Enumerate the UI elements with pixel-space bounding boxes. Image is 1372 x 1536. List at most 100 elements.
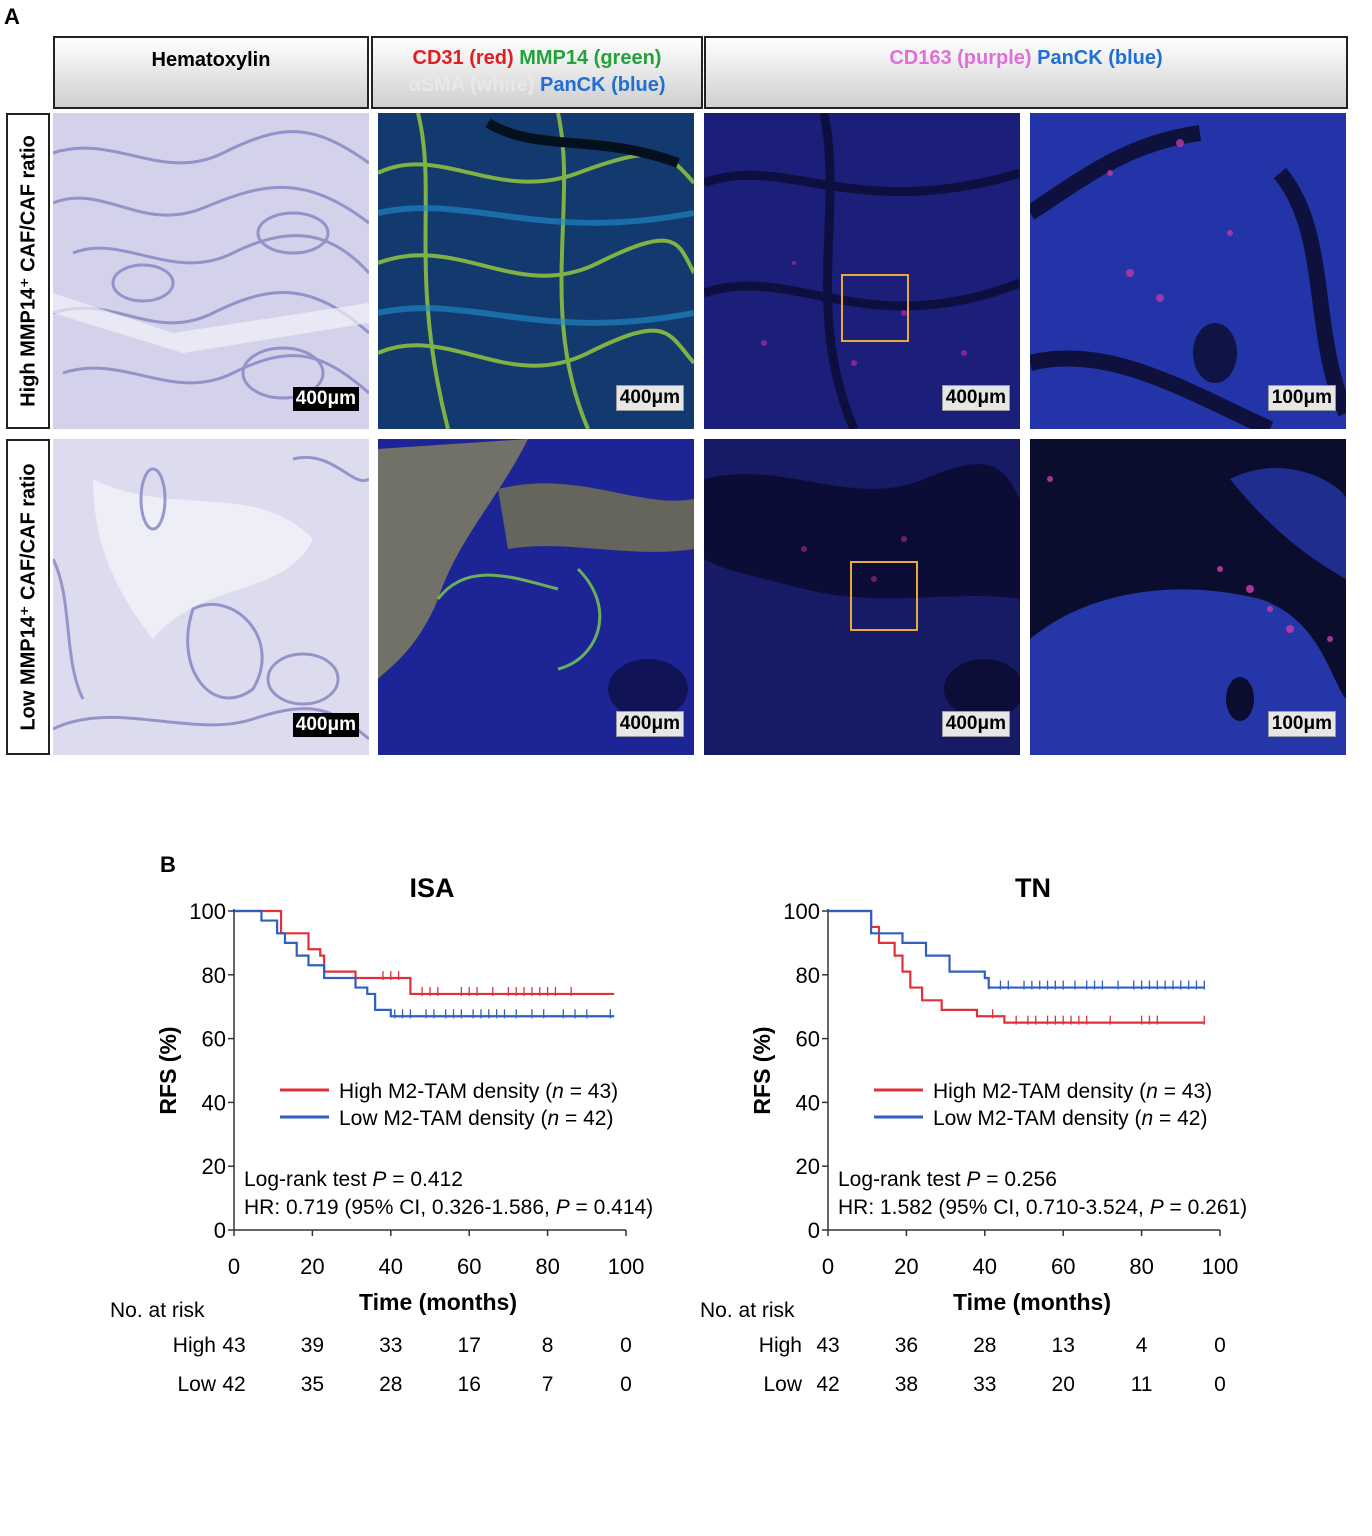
legend-label: High M2-TAM density (n = 43) xyxy=(339,1080,618,1103)
km-curve-high xyxy=(234,909,615,996)
hdr-mif2-line-0: CD163 (purple) PanCK (blue) xyxy=(706,45,1346,72)
risk-table-label: No. at risk xyxy=(110,1299,205,1322)
y-tick-label: 100 xyxy=(189,899,226,924)
x-tick-label: 60 xyxy=(1051,1254,1075,1279)
risk-count: 0 xyxy=(620,1373,632,1396)
scale-bar-zoom-high: 100μm xyxy=(1267,385,1336,411)
y-tick-label: 60 xyxy=(202,1027,226,1052)
he-tissue-high xyxy=(53,130,369,400)
x-tick-label: 20 xyxy=(894,1254,918,1279)
mif2-tissue-low xyxy=(704,464,1020,719)
row-label-low: Low MMP14⁺ CAF/CAF ratio xyxy=(6,439,50,755)
x-tick-label: 60 xyxy=(457,1254,481,1279)
hdr-mif1-line-1: αSMA (white) PanCK (blue) xyxy=(373,72,701,99)
mif1-image-low: 400μm xyxy=(378,439,694,755)
x-axis-label: Time (months) xyxy=(359,1289,517,1315)
y-axis-label: RFS (%) xyxy=(749,1026,775,1114)
risk-count: 20 xyxy=(1052,1373,1075,1396)
risk-count: 42 xyxy=(222,1373,245,1396)
stat-annotation: Log-rank test P = 0.412 xyxy=(244,1168,463,1191)
zoom-image-low: 100μm xyxy=(1030,439,1346,755)
scale-bar-he-low: 400μm xyxy=(292,713,359,737)
km-curve-low xyxy=(234,909,615,1018)
scale-bar-he-high: 400μm xyxy=(292,387,359,411)
risk-count: 4 xyxy=(1136,1334,1148,1357)
stat-annotation: HR: 0.719 (95% CI, 0.326-1.586, P = 0.41… xyxy=(244,1196,653,1219)
risk-count: 39 xyxy=(301,1334,324,1357)
legend-label: High M2-TAM density (n = 43) xyxy=(933,1080,1212,1103)
stain-label: CD163 (purple) xyxy=(889,47,1032,69)
risk-row-label: High xyxy=(759,1334,802,1357)
risk-count: 42 xyxy=(816,1373,839,1396)
chart-title: ISA xyxy=(409,873,454,903)
mif1-image-high: 400μm xyxy=(378,113,694,429)
risk-count: 0 xyxy=(1214,1334,1226,1357)
scale-bar-mif1-low: 400μm xyxy=(615,711,684,737)
scale-bar-mif1-high: 400μm xyxy=(615,385,684,411)
risk-count: 13 xyxy=(1052,1334,1075,1357)
risk-count: 17 xyxy=(458,1334,481,1357)
panel-b-letter: B xyxy=(160,852,176,877)
x-tick-label: 40 xyxy=(379,1254,403,1279)
y-tick-label: 40 xyxy=(202,1090,226,1115)
risk-count: 7 xyxy=(542,1373,554,1396)
risk-count: 28 xyxy=(973,1334,996,1357)
zoom-image-high: 100μm xyxy=(1030,113,1346,429)
header-hematoxylin: Hematoxylin xyxy=(53,36,369,109)
header-hematoxylin-text: Hematoxylin xyxy=(151,49,271,71)
zoom-tissue-high xyxy=(1030,125,1346,429)
he-image-high: 400μm xyxy=(53,113,369,429)
panel-a-letter: A xyxy=(4,4,20,29)
risk-count: 43 xyxy=(816,1334,839,1357)
x-tick-label: 40 xyxy=(973,1254,997,1279)
y-tick-label: 40 xyxy=(796,1090,820,1115)
scale-bar-mif2-high: 400μm xyxy=(941,385,1010,411)
mif2-image-low: 400μm xyxy=(704,439,1020,755)
y-tick-label: 60 xyxy=(796,1027,820,1052)
header-multiplex-1: CD31 (red) MMP14 (green) αSMA (white) Pan… xyxy=(371,36,703,109)
mif1-tissue-high xyxy=(378,113,694,429)
risk-count: 11 xyxy=(1131,1373,1153,1396)
km-curve-low xyxy=(828,909,1205,989)
x-tick-label: 100 xyxy=(608,1254,645,1279)
he-tissue-low xyxy=(53,455,369,741)
stat-annotation: HR: 1.582 (95% CI, 0.710-3.524, P = 0.26… xyxy=(838,1196,1247,1219)
risk-count: 8 xyxy=(542,1334,554,1357)
mif2-tissue-high xyxy=(704,113,1020,429)
risk-count: 0 xyxy=(620,1334,632,1357)
x-tick-label: 0 xyxy=(822,1254,834,1279)
zoom-tissue-low xyxy=(1030,468,1346,755)
y-tick-label: 20 xyxy=(202,1154,226,1179)
risk-row-label: Low xyxy=(763,1373,802,1396)
x-tick-label: 100 xyxy=(1202,1254,1239,1279)
he-image-low: 400μm xyxy=(53,439,369,755)
risk-count: 35 xyxy=(301,1373,324,1396)
risk-count: 16 xyxy=(458,1373,481,1396)
x-tick-label: 80 xyxy=(1129,1254,1153,1279)
y-tick-label: 0 xyxy=(808,1218,820,1243)
mif1-tissue-low xyxy=(378,439,694,719)
scale-bar-mif2-low: 400μm xyxy=(941,711,1010,737)
stain-label: PanCK (blue) xyxy=(1031,47,1163,69)
x-tick-label: 0 xyxy=(228,1254,240,1279)
km-curve-high xyxy=(828,909,1205,1024)
stain-label: PanCK (blue) xyxy=(534,74,666,96)
risk-count: 33 xyxy=(973,1373,996,1396)
x-tick-label: 20 xyxy=(300,1254,324,1279)
scale-bar-zoom-low: 100μm xyxy=(1267,711,1336,737)
y-tick-label: 80 xyxy=(796,963,820,988)
risk-table-label: No. at risk xyxy=(700,1299,795,1322)
hdr-mif1-line-0: CD31 (red) MMP14 (green) xyxy=(373,45,701,72)
risk-count: 43 xyxy=(222,1334,245,1357)
stain-label: CD31 (red) xyxy=(412,47,514,69)
risk-count: 0 xyxy=(1214,1373,1226,1396)
legend-label: Low M2-TAM density (n = 42) xyxy=(339,1107,613,1130)
stain-label: MMP14 (green) xyxy=(513,47,662,69)
row-label-high: High MMP14⁺ CAF/CAF ratio xyxy=(6,113,50,429)
stat-annotation: Log-rank test P = 0.256 xyxy=(838,1168,1057,1191)
risk-count: 38 xyxy=(895,1373,918,1396)
y-tick-label: 0 xyxy=(214,1218,226,1243)
header-multiplex-2: CD163 (purple) PanCK (blue) xyxy=(704,36,1348,109)
